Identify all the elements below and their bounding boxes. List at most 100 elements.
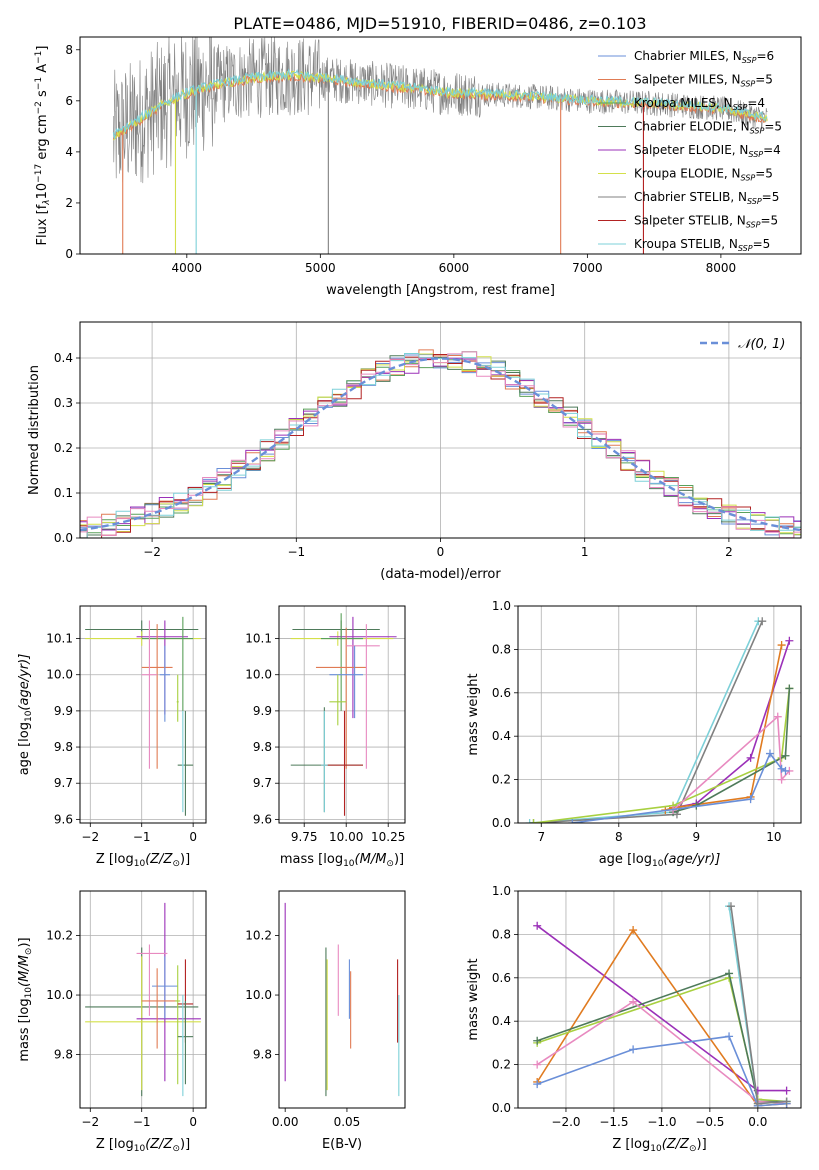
x-axis-label: mass [log10(M/M⊙)] (280, 852, 404, 869)
errorbar-point (321, 613, 363, 711)
x-axis-label: wavelength [Angstrom, rest frame] (326, 283, 555, 298)
y-axis-label: mass weight (466, 958, 481, 1040)
legend-label: 𝒩(0, 1) (738, 337, 785, 352)
x-tick-label: −2 (81, 1115, 99, 1129)
y-tick-label: 0.6 (492, 686, 511, 700)
y-tick-label: 0.0 (492, 1101, 511, 1115)
series-line (572, 752, 786, 823)
y-tick-label: 9.8 (253, 1047, 272, 1061)
spectrum-panel-frame (79, 36, 802, 255)
x-tick-label: −1.5 (599, 1115, 628, 1129)
y-axis-label: age [log10(age/yr)] (17, 654, 34, 776)
histogram-step (80, 349, 795, 538)
errorbar-point (177, 1000, 194, 1085)
x-tick-label: 2 (725, 545, 733, 559)
y-tick-label: 10.2 (245, 929, 272, 943)
y-tick-label: 0.2 (54, 441, 73, 455)
spectrum-legend: Chabrier MILES, NSSP=6 Salpeter MILES, NS… (598, 49, 782, 253)
histogram-panel-frame (79, 321, 802, 539)
y-tick-label: 9.7 (253, 776, 272, 790)
mass-vs-ebv-panel: 0.00 0.05 9.8 10.0 10.2 E(B-V) (245, 890, 406, 1152)
series-marker (781, 766, 790, 775)
mass-weight-series (661, 641, 786, 814)
x-tick-label: 1 (581, 545, 589, 559)
x-tick-label: 0 (189, 1115, 197, 1129)
y-tick-label: 0.6 (492, 971, 511, 985)
mass-weight-series (529, 684, 794, 823)
y-tick-label: 2 (65, 196, 73, 210)
errorbar-point (136, 944, 168, 1016)
age-vs-mass-panel: 9.75 10.00 10.25 9.6 9.7 9.8 9.9 10.0 10.1 mass [… (245, 605, 406, 869)
histogram-legend: 𝒩(0, 1) (700, 337, 785, 352)
spectrum-model-line (112, 68, 768, 139)
mass-weight-vs-age-panel-plot-area (525, 617, 794, 823)
x-tick-label: 0 (189, 830, 197, 844)
y-tick-label: 9.6 (253, 812, 272, 826)
mass-vs-ebv-panel-plot-area (284, 902, 400, 1097)
series-marker (629, 997, 638, 1006)
errorbar-point (141, 620, 158, 769)
series-line (529, 620, 760, 823)
errorbar-point (177, 710, 194, 816)
series-marker (782, 1097, 791, 1106)
spectrum-data-line (113, 37, 768, 184)
age-vs-mass-panel-frame (278, 605, 406, 824)
y-tick-label: 4 (65, 145, 73, 159)
y-tick-label: 6 (65, 94, 73, 108)
series-marker (533, 1036, 542, 1045)
series-marker (533, 921, 542, 930)
series-marker (746, 795, 755, 804)
series-marker (533, 1080, 542, 1089)
x-tick-label: 9 (693, 830, 701, 844)
x-tick-label: −2 (143, 545, 161, 559)
series-line (730, 906, 787, 1105)
histogram-panel: −2 −1 0 1 2 0.0 0.1 0.2 0.3 0.4 (data-model)/error… (27, 321, 802, 582)
y-axis-label: mass weight (466, 673, 481, 755)
y-axis-label: Flux [fλ10−17 erg cm−2 s−1 A−1] (34, 46, 52, 246)
errorbar-point (141, 968, 178, 1049)
x-tick-label: 8000 (706, 261, 737, 275)
errorbar-point (152, 956, 178, 1019)
errorbar-point (85, 956, 201, 1091)
y-tick-label: 8 (65, 43, 73, 57)
age-vs-Z-panel-plot-area (85, 616, 201, 816)
mass-weight-vs-Z-panel: −2.0 −1.5 −1.0 −0.5 0.0 0.0 0.2 0.4 0.6 0.8 1.0 Z [… (466, 884, 802, 1154)
series-marker (726, 902, 735, 911)
histogram-panel-plot-area (80, 349, 801, 538)
x-axis-label: age [log10(age/yr)] (599, 852, 721, 869)
x-tick-label: −0.5 (695, 1115, 724, 1129)
x-tick-label: 6000 (439, 261, 470, 275)
x-tick-label: 9.75 (291, 830, 318, 844)
x-tick-label: 0 (437, 545, 445, 559)
y-tick-label: 0.4 (492, 729, 511, 743)
series-line (672, 688, 791, 813)
y-tick-label: 10.0 (46, 668, 73, 682)
y-tick-label: 1.0 (492, 599, 511, 613)
y-tick-label: 0.0 (54, 531, 73, 545)
mass-vs-Z-panel-plot-area (85, 902, 201, 1097)
series-marker (629, 926, 638, 935)
x-axis-label: Z [log10(Z/Z⊙)] (96, 1137, 190, 1154)
mass-weight-vs-Z-panel-plot-area (533, 902, 791, 1108)
histogram-step (80, 355, 801, 538)
legend-label: Chabrier STELIB, NSSP=5 (634, 190, 779, 206)
errorbar-point (329, 645, 363, 719)
y-tick-label: 0 (65, 247, 73, 261)
mass-weight-series (568, 749, 790, 823)
x-axis-label: E(B-V) (322, 1137, 362, 1152)
x-tick-label: 8 (615, 830, 623, 844)
series-marker (758, 617, 767, 626)
y-tick-label: 9.8 (253, 740, 272, 754)
x-tick-label: −1 (133, 830, 151, 844)
x-tick-label: −1 (133, 1115, 151, 1129)
legend-label: Kroupa ELODIE, NSSP=5 (634, 167, 773, 183)
age-vs-Z-panel-frame (79, 605, 207, 824)
mass-vs-ebv-panel-frame (278, 890, 406, 1109)
y-tick-label: 9.8 (54, 1047, 73, 1061)
x-tick-label: 4000 (172, 261, 203, 275)
legend-label: Chabrier ELODIE, NSSP=5 (634, 120, 782, 136)
age-vs-mass-panel-plot-area (290, 613, 397, 816)
series-marker (568, 819, 577, 823)
series-line (533, 688, 791, 823)
y-axis-label: mass [log10(M/M⊙)] (17, 937, 34, 1061)
